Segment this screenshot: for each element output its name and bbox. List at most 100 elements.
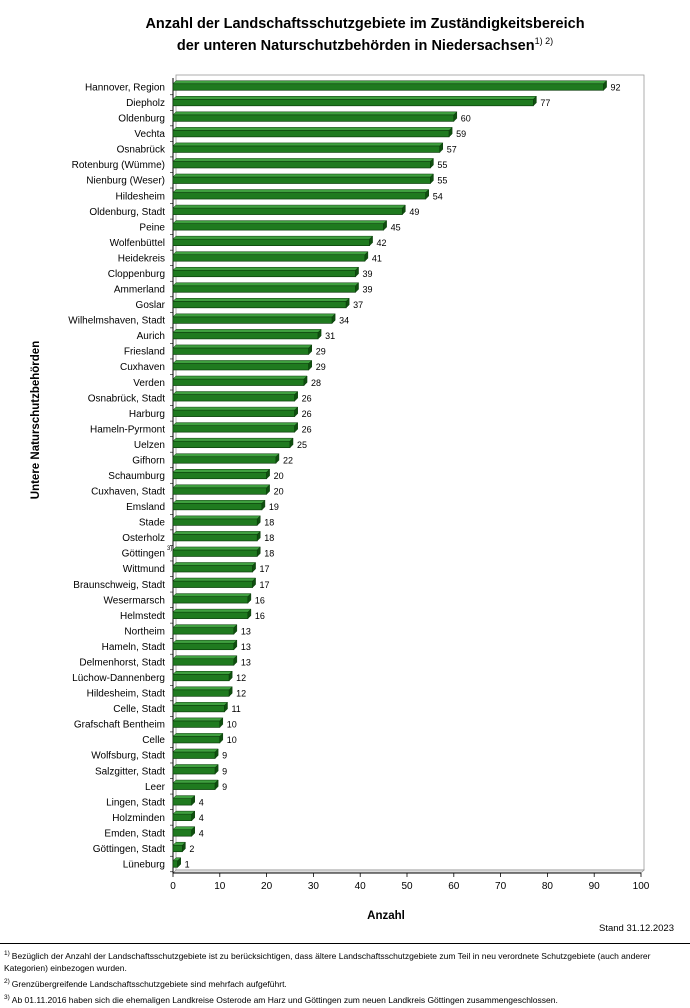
category-label: Hameln-Pyrmont (90, 424, 165, 435)
data-label: 18 (264, 533, 274, 543)
bar-side (345, 297, 350, 309)
bar-front (172, 316, 333, 324)
x-tick-label: 0 (170, 881, 176, 892)
bar-side (214, 779, 219, 791)
bar-front (172, 425, 296, 433)
category-label: Vechta (134, 129, 165, 140)
bar (172, 608, 252, 620)
data-label: 1 (185, 860, 190, 870)
bar-front (172, 565, 253, 573)
bar-top (172, 469, 271, 473)
bar-top (172, 577, 257, 582)
bar-side (266, 484, 270, 495)
bar-top (172, 142, 444, 147)
bar-front (172, 487, 267, 495)
bar (172, 577, 257, 589)
bar-top (172, 515, 261, 520)
bar-top (172, 360, 313, 364)
bar (172, 561, 257, 573)
bar-side (289, 437, 294, 449)
bar-top (172, 639, 238, 644)
bar-side (533, 95, 537, 107)
bar-front (172, 596, 249, 604)
bar (172, 204, 406, 216)
category-label: Celle, Stadt (113, 704, 165, 715)
footnote-2-mark: 2) (4, 977, 10, 985)
category-label: Leer (145, 782, 166, 793)
bar-front (172, 145, 441, 153)
bar-side (603, 80, 607, 91)
category-label: Aurich (137, 331, 165, 342)
bar-side (256, 546, 261, 558)
bar-top (172, 795, 196, 799)
category-label: Salzgitter, Stadt (95, 766, 165, 777)
bar-front (172, 844, 183, 853)
bar-front (172, 332, 319, 340)
bar-top (172, 173, 435, 178)
bar-top (172, 158, 435, 162)
data-label: 13 (241, 626, 251, 636)
bar-side (191, 826, 195, 837)
data-label: 25 (297, 440, 307, 450)
bar (172, 515, 261, 526)
bar-front (172, 798, 193, 806)
category-label: Lingen, Stadt (106, 797, 165, 808)
category-label: Göttingen (122, 549, 165, 560)
bar (172, 484, 271, 495)
data-label: 42 (377, 238, 387, 248)
category-label: Uelzen (134, 440, 165, 451)
bar-front (172, 347, 310, 355)
bar-top (172, 344, 313, 349)
bar (172, 779, 219, 791)
title-line-1: Anzahl der Landschaftsschutzgebiete im Z… (145, 16, 585, 32)
category-label: Gifhorn (132, 455, 165, 466)
bar-side (294, 390, 298, 402)
bar-top (172, 686, 233, 691)
bar-top (172, 500, 266, 504)
bar-front (172, 98, 534, 107)
bar-side (252, 577, 256, 589)
bar-front (172, 192, 427, 200)
date-note: Stand 31.12.2023 (598, 923, 674, 934)
bar-front (172, 704, 225, 713)
bar-front (172, 813, 193, 821)
bar-side (252, 561, 256, 573)
bar-front (172, 223, 384, 231)
bar (172, 142, 444, 154)
bar-side (425, 188, 429, 200)
data-label: 26 (302, 424, 312, 434)
category-label: Oldenburg (118, 114, 165, 125)
bar-side (303, 375, 308, 387)
title-line-2-text: der unteren Naturschutzbehörden in Niede… (176, 38, 535, 54)
category-label: Celle (142, 735, 165, 746)
bar (172, 313, 336, 324)
category-label: Northeim (124, 626, 165, 637)
title-footnote-marks: 1) 2) (534, 36, 554, 46)
bar-front (172, 254, 366, 262)
bar-front (172, 238, 370, 246)
bar (172, 639, 238, 651)
bar-top (172, 531, 261, 535)
bar-top (172, 80, 608, 84)
bar-side (402, 204, 406, 216)
bar-side (228, 686, 233, 697)
bar-side (182, 841, 186, 853)
bar (172, 592, 252, 604)
bar (172, 235, 374, 247)
bar (172, 701, 229, 713)
category-label: Cuxhaven (120, 362, 165, 373)
data-label: 29 (316, 362, 326, 372)
bar (172, 188, 430, 200)
bar (172, 686, 233, 697)
category-label: Lüneburg (123, 860, 165, 871)
category-label: Diepholz (126, 98, 165, 109)
bar-top (172, 733, 224, 737)
bar-side (294, 406, 298, 418)
data-label: 49 (409, 207, 419, 217)
bar (172, 624, 238, 635)
category-label: Harburg (129, 409, 165, 420)
y-axis-label: Untere Naturschutzbehörden (30, 340, 42, 500)
bar-side (214, 763, 219, 775)
bar-top (172, 826, 196, 830)
bar-top (172, 298, 350, 302)
